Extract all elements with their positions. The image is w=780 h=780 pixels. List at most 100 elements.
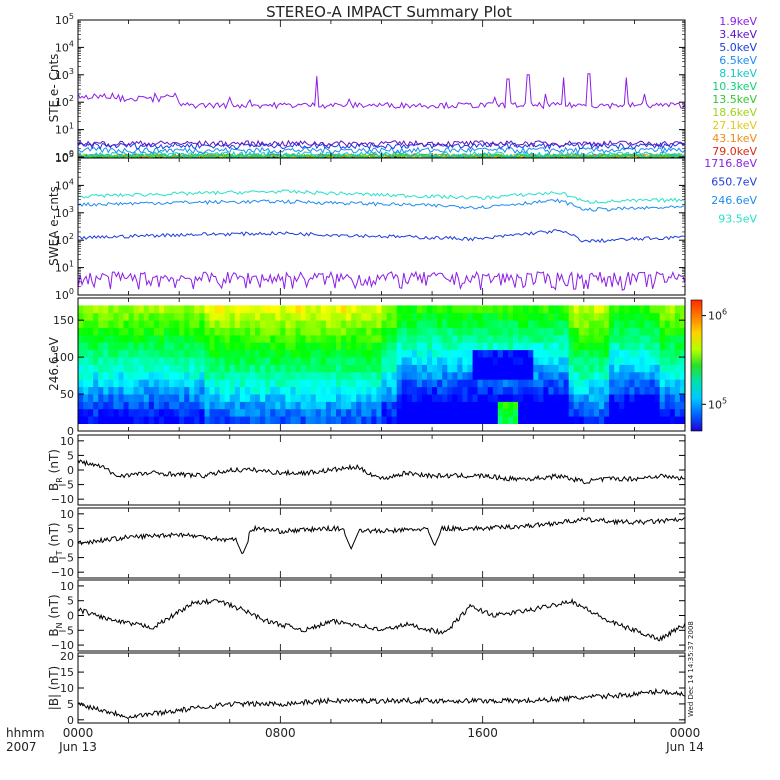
heatmap-cell — [442, 386, 448, 395]
legend-entry: 3.4keV — [719, 28, 757, 41]
heatmap-cell — [477, 371, 484, 380]
legend-entry: 8.1keV — [719, 67, 757, 80]
heatmap-cell — [482, 357, 489, 365]
heatmap-cell — [401, 349, 408, 358]
heatmap-cell — [563, 342, 570, 351]
heatmap-cell — [83, 408, 89, 417]
heatmap-cell — [457, 349, 463, 358]
heatmap-cell — [214, 379, 221, 388]
heatmap-cell — [371, 342, 377, 351]
heatmap-cell — [275, 305, 281, 314]
heatmap-cell — [295, 386, 301, 395]
heatmap-cell — [568, 305, 575, 314]
heatmap-cell — [624, 349, 630, 358]
heatmap-cell — [644, 342, 650, 351]
heatmap-cell — [508, 349, 514, 358]
heatmap-cell — [614, 334, 620, 343]
heatmap-cell — [523, 305, 529, 314]
heatmap-cell — [158, 327, 165, 336]
heatmap-cell — [497, 320, 504, 328]
heatmap-cell — [148, 371, 155, 380]
heatmap-cell — [528, 394, 534, 402]
heatmap-cell — [78, 364, 84, 373]
heatmap-cell — [376, 320, 382, 328]
heatmap-cell — [356, 408, 362, 417]
heatmap-cell — [93, 364, 99, 373]
heatmap-cell — [300, 334, 307, 343]
heatmap-cell — [275, 408, 281, 417]
heatmap-cell — [325, 408, 332, 417]
heatmap-cell — [659, 327, 666, 336]
heatmap-cell — [280, 408, 286, 417]
heatmap-cell — [669, 364, 676, 373]
heatmap-cell — [411, 394, 418, 402]
heatmap-cell — [669, 401, 676, 410]
heatmap-cell — [639, 312, 645, 321]
heatmap-cell — [427, 371, 433, 380]
heatmap-cell — [614, 320, 620, 328]
heatmap-cell — [153, 342, 160, 351]
heatmap-cell — [467, 320, 473, 328]
heatmap-cell — [447, 364, 453, 373]
heatmap-cell — [411, 364, 418, 373]
heatmap-cell — [143, 371, 150, 380]
heatmap-cell — [664, 305, 671, 314]
heatmap-cell — [644, 357, 650, 365]
heatmap-cell — [295, 401, 301, 410]
heatmap-cell — [568, 386, 575, 395]
heatmap-cell — [209, 334, 215, 343]
heatmap-cell — [518, 312, 524, 321]
ste-series-group — [77, 73, 686, 159]
heatmap-cell — [416, 416, 423, 424]
heatmap-cell — [477, 305, 484, 314]
heatmap-cell — [78, 357, 84, 365]
heatmap-cell — [583, 357, 590, 365]
heatmap-cell — [457, 320, 463, 328]
y-tick-label: 0 — [67, 464, 74, 477]
heatmap-cell — [563, 357, 570, 365]
heatmap-cell — [78, 334, 84, 343]
heatmap-cell — [593, 401, 600, 410]
heatmap-cell — [255, 305, 261, 314]
heatmap-cell — [153, 357, 160, 365]
heatmap-cell — [629, 320, 635, 328]
y-tick-label: 0 — [67, 537, 74, 550]
heatmap-cell — [93, 371, 99, 380]
heatmap-cell — [83, 386, 89, 395]
heatmap-cell — [351, 334, 357, 343]
heatmap-cell — [634, 305, 640, 314]
heatmap-cell — [93, 342, 99, 351]
heatmap-cell — [674, 379, 681, 388]
y-axis-label: BT (nT) — [47, 522, 64, 563]
heatmap-cell — [194, 349, 200, 358]
heatmap-cell — [573, 386, 580, 395]
heatmap-cell — [93, 305, 99, 314]
heatmap-cell — [138, 349, 145, 358]
heatmap-cell — [371, 357, 377, 365]
heatmap-cell — [93, 416, 99, 424]
heatmap-cell — [432, 305, 438, 314]
heatmap-cell — [614, 364, 620, 373]
heatmap-cell — [427, 386, 433, 395]
heatmap-cell — [199, 357, 205, 365]
heatmap-cell — [462, 305, 468, 314]
heatmap-cell — [442, 379, 448, 388]
heatmap-cell — [330, 371, 337, 380]
heatmap-cell — [153, 305, 160, 314]
heatmap-cell — [270, 320, 276, 328]
heatmap-cell — [502, 334, 509, 343]
heatmap-cell — [214, 342, 221, 351]
heatmap-cell — [224, 416, 231, 424]
heatmap-cell — [679, 364, 686, 373]
heatmap-cell — [305, 371, 312, 380]
heatmap-cell — [255, 357, 261, 365]
heatmap-cell — [336, 349, 342, 358]
heatmap-cell — [366, 371, 372, 380]
heatmap-cell — [78, 394, 84, 402]
heatmap-cell — [619, 305, 625, 314]
heatmap-cell — [325, 371, 332, 380]
heatmap-cell — [487, 349, 494, 358]
heatmap-cell — [381, 401, 387, 410]
heatmap-cell — [416, 364, 423, 373]
